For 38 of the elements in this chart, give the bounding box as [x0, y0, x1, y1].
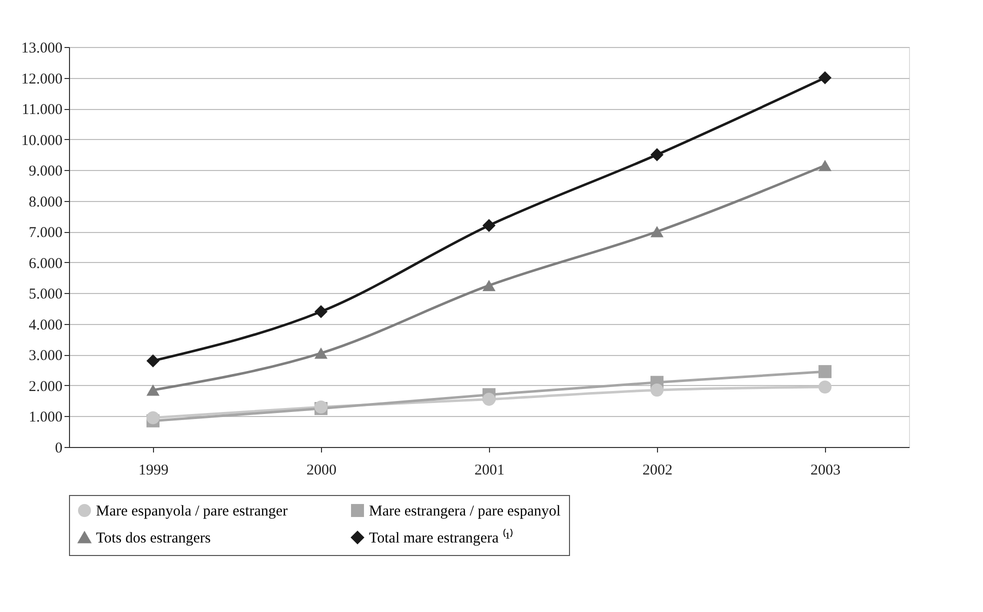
x-tick-label: 2002 [642, 462, 672, 478]
x-tick-label: 2000 [306, 462, 336, 478]
y-tick-label: 12.000 [21, 71, 62, 88]
y-tick-label: 2.000 [28, 378, 62, 395]
y-tick-label: 4.000 [28, 317, 62, 334]
point [482, 392, 496, 406]
point [650, 226, 664, 238]
x-tick-label: 2003 [810, 462, 840, 478]
x-tick-label: 2001 [474, 462, 504, 478]
legend-label: Mare estrangera / pare espanyol [369, 504, 561, 520]
point [818, 380, 832, 394]
point [146, 384, 160, 396]
point [482, 218, 496, 232]
legend-label: Mare espanyola / pare estranger [96, 504, 288, 520]
point [146, 411, 160, 424]
legend-label: Total mare estrangera ⁽¹⁾ [369, 528, 513, 546]
y-tick-label: 0 [55, 440, 62, 456]
y-tick-label: 7.000 [28, 225, 62, 242]
y-tick-label: 5.000 [28, 286, 62, 303]
point [818, 71, 832, 84]
point [146, 354, 160, 368]
point [650, 148, 664, 162]
y-tick-label: 9.000 [28, 164, 62, 180]
point [650, 384, 664, 397]
y-tick-label: 1.000 [28, 410, 62, 426]
point [314, 348, 328, 359]
point [818, 365, 832, 378]
y-tick-label: 13.000 [21, 40, 62, 56]
point [314, 305, 328, 318]
legend-label: Tots dos estrangers [96, 530, 211, 546]
y-tick-label: 3.000 [28, 348, 62, 364]
y-tick-label: 10.000 [21, 132, 62, 149]
x-tick-label: 1999 [138, 462, 168, 478]
point [818, 160, 832, 172]
y-tick-label: 6.000 [28, 256, 62, 272]
y-tick-label: 8.000 [28, 194, 62, 210]
point [482, 280, 496, 292]
y-tick-label: 11.000 [22, 102, 62, 118]
